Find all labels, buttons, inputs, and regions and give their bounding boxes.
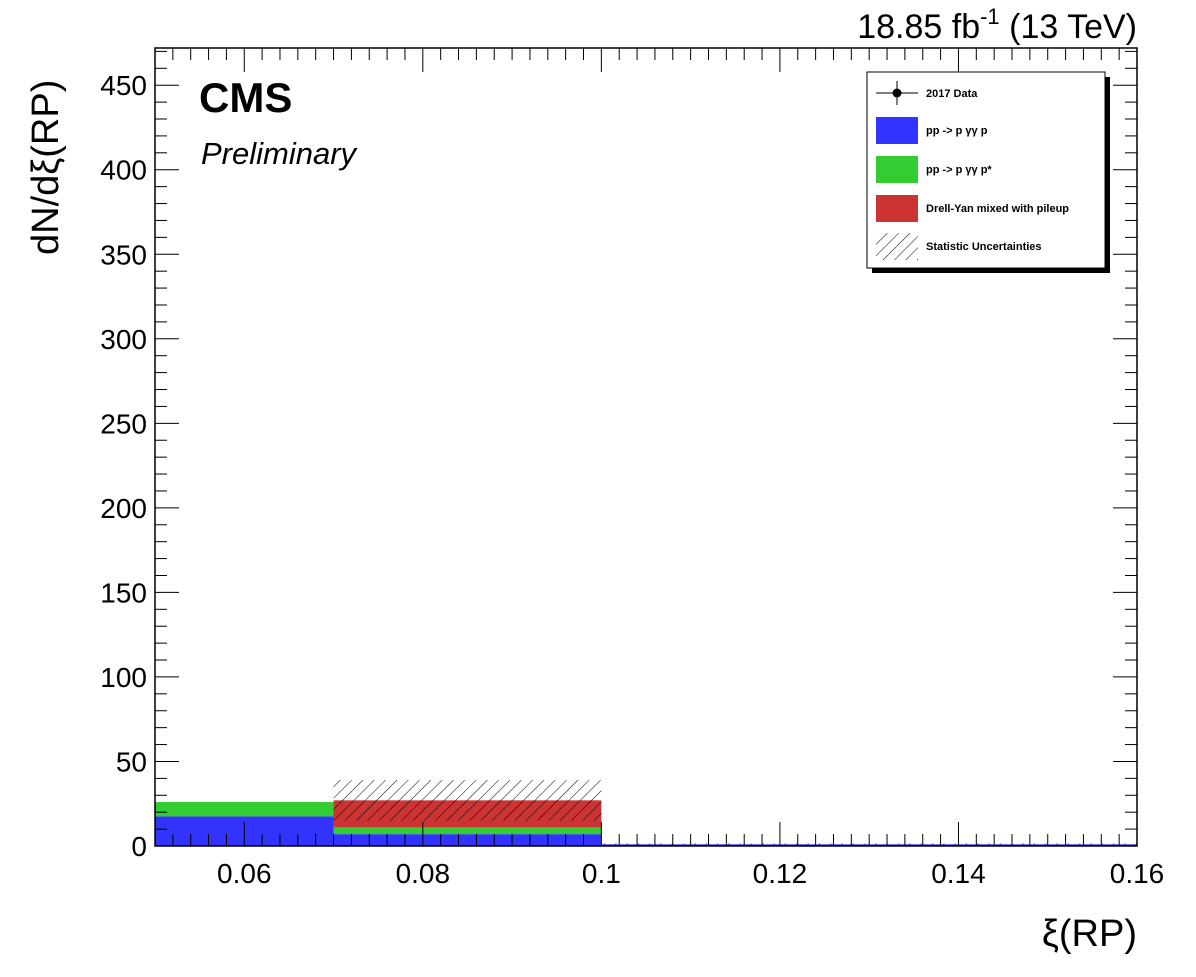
legend-label-stat: Statistic Uncertainties	[926, 241, 1042, 253]
bar-series-0-bin-1	[333, 834, 602, 846]
plot-frame	[154, 47, 1138, 847]
y-tick-label: 150	[100, 577, 147, 608]
y-tick-label: 100	[100, 662, 147, 693]
lumi-label: 18.85 fb-1 (13 TeV)	[857, 4, 1137, 46]
legend-label-pp_gg_p: pp -> p γγ p	[926, 125, 988, 137]
y-tick-label: 400	[100, 155, 147, 186]
preliminary-label: Preliminary	[201, 136, 359, 171]
y-tick-label: 350	[100, 239, 147, 270]
legend-swatch-pp_gg_p	[876, 117, 918, 144]
bar-series-1-bin-0	[155, 802, 334, 817]
lumi-rest: (13 TeV)	[1000, 8, 1137, 46]
bar-series-1-bin-1	[333, 827, 602, 835]
y-tick-label: 50	[116, 746, 147, 777]
legend-swatch-pp_gg_pstar	[876, 156, 918, 183]
y-tick-label: 250	[100, 408, 147, 439]
x-tick-label: 0.1	[582, 858, 621, 889]
stat-uncertainty-bin-1	[333, 780, 602, 821]
axis-ticks	[154, 48, 1138, 847]
x-tick-label: 0.16	[1110, 858, 1165, 889]
y-axis-label: dN/dξ(RP)	[25, 80, 67, 255]
bars-layer	[155, 800, 1137, 846]
legend: 2017 Data pp -> p γγ p pp -> p γγ p* Drell-…	[866, 71, 1110, 273]
legend-label-data: 2017 Data	[926, 88, 978, 100]
x-tick-label: 0.12	[753, 858, 808, 889]
y-tick-label: 450	[100, 70, 147, 101]
lumi-base: 18.85 fb	[857, 8, 980, 46]
x-tick-label: 0.08	[396, 858, 451, 889]
y-tick-label: 200	[100, 493, 147, 524]
legend-label-dy: Drell-Yan mixed with pileup	[926, 203, 1069, 215]
lumi-sup: -1	[980, 4, 1000, 29]
legend-label-pp_gg_pstar: pp -> p γγ p*	[926, 164, 992, 176]
x-axis-label: ξ(RP)	[1042, 913, 1137, 955]
x-tick-label: 0.06	[217, 858, 272, 889]
legend-swatch-dy	[876, 195, 918, 222]
cms-label: CMS	[199, 74, 292, 121]
legend-hatch-swatch	[876, 233, 918, 260]
axis-tick-labels: 0 50 100 150 200 250 300 350 400 450 0.06 0.08 0.1 0.…	[100, 70, 1164, 889]
y-tick-label: 300	[100, 324, 147, 355]
x-tick-label: 0.14	[931, 858, 986, 889]
legend-data-marker	[892, 88, 902, 98]
y-tick-label: 0	[131, 831, 147, 862]
